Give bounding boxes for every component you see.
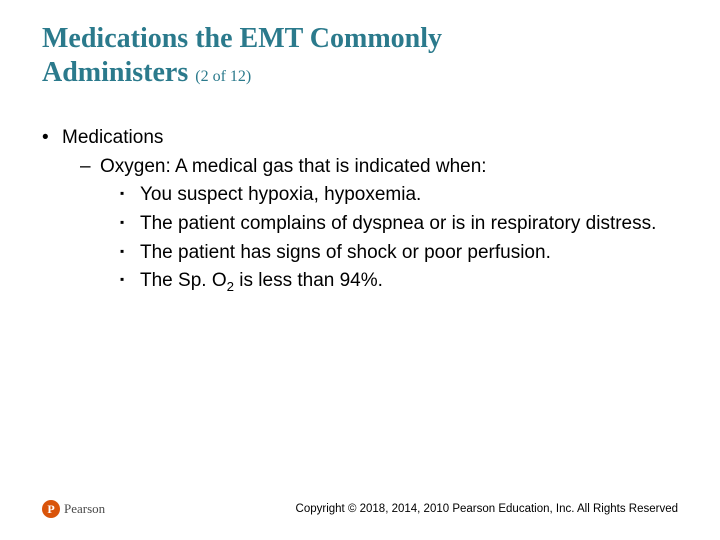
bullet-lvl3-3: The patient has signs of shock or poor p…: [42, 240, 678, 267]
bullet-lvl3-4-sub: 2: [227, 279, 234, 294]
logo-text: Pearson: [64, 501, 105, 517]
bullet-lvl3-4-pre: The Sp. O: [140, 270, 227, 291]
footer: P Pearson Copyright © 2018, 2014, 2010 P…: [42, 500, 678, 518]
bullet-lvl3-4: The Sp. O2 is less than 94%.: [42, 268, 678, 296]
slide-title: Medications the EMT Commonly Administers…: [42, 22, 678, 89]
title-line2: Administers: [42, 57, 188, 88]
bullet-lvl3-3-text: The patient has signs of shock or poor p…: [140, 242, 551, 263]
pearson-logo: P Pearson: [42, 500, 105, 518]
page-indicator: (2 of 12): [195, 68, 251, 85]
logo-icon: P: [42, 500, 60, 518]
bullet-lvl3-4-post: is less than 94%.: [234, 270, 383, 291]
bullet-lvl1: Medications: [42, 125, 678, 152]
bullet-lvl2-text: Oxygen: A medical gas that is indicated …: [100, 156, 487, 177]
bullet-lvl3-1-text: You suspect hypoxia, hypoxemia.: [140, 184, 421, 205]
bullet-lvl3-2: The patient complains of dyspnea or is i…: [42, 211, 678, 238]
bullet-lvl2: Oxygen: A medical gas that is indicated …: [42, 154, 678, 181]
bullet-lvl1-text: Medications: [62, 127, 163, 148]
content-area: Medications Oxygen: A medical gas that i…: [42, 125, 678, 296]
slide-container: Medications the EMT Commonly Administers…: [0, 0, 720, 540]
bullet-lvl3-2-text: The patient complains of dyspnea or is i…: [140, 213, 656, 234]
copyright-text: Copyright © 2018, 2014, 2010 Pearson Edu…: [296, 503, 678, 515]
title-line1: Medications the EMT Commonly: [42, 23, 442, 54]
bullet-lvl3-1: You suspect hypoxia, hypoxemia.: [42, 182, 678, 209]
logo-letter: P: [47, 502, 54, 517]
